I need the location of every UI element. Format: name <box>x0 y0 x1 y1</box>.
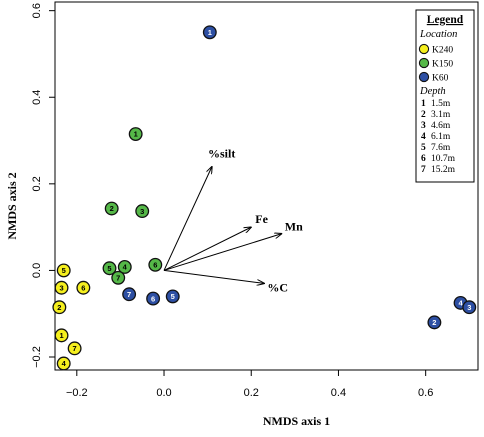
legend-depth-number: 5 <box>421 143 426 153</box>
vector-label: %C <box>267 280 288 294</box>
vector-arrow <box>163 234 282 271</box>
data-point <box>128 127 143 141</box>
legend-depth-text: 1.5m <box>431 99 451 109</box>
y-tick-label: 0.0 <box>31 263 43 278</box>
data-point <box>135 204 150 219</box>
point-label: 4 <box>123 263 128 272</box>
vector-label: Fe <box>255 212 268 226</box>
x-tick-label: 0.0 <box>156 387 171 399</box>
y-tick-label: 0.2 <box>31 176 43 191</box>
x-tick-label: 0.2 <box>244 387 259 399</box>
data-point <box>54 328 69 343</box>
data-point <box>146 291 161 306</box>
point-label: 6 <box>153 260 157 269</box>
data-point <box>56 356 71 371</box>
legend-depth-number: 7 <box>421 165 426 175</box>
point-label: 3 <box>140 207 144 216</box>
data-point <box>111 270 126 285</box>
vector-label: %silt <box>208 147 235 161</box>
legend-depth-text: 4.6m <box>431 121 451 131</box>
legend-depth-number: 2 <box>421 110 426 120</box>
data-point <box>148 257 163 272</box>
data-point <box>56 263 71 278</box>
data-point <box>202 25 217 40</box>
data-point <box>122 287 137 302</box>
data-point <box>54 280 69 295</box>
legend-depth-number: 4 <box>421 132 426 142</box>
point-label: 2 <box>432 318 436 327</box>
plot-frame <box>54 1 479 371</box>
legend-swatch <box>418 57 430 69</box>
point-label: 5 <box>107 264 111 273</box>
x-axis-title: NMDS axis 1 <box>263 414 330 428</box>
vector-arrow <box>163 167 212 271</box>
legend-depth-text: 7.6m <box>431 143 451 153</box>
data-point <box>165 289 180 304</box>
y-axis-title: NMDS axis 2 <box>5 172 19 239</box>
legend-depth-number: 1 <box>421 99 426 109</box>
legend-depth-text: 15.2m <box>431 165 456 175</box>
legend-swatch <box>418 43 430 55</box>
point-label: 5 <box>171 292 175 301</box>
legend-depth-number: 6 <box>421 154 426 164</box>
legend-depth-text: 6.1m <box>431 132 451 142</box>
legend-depth-heading: Depth <box>419 86 446 97</box>
point-label: 5 <box>62 266 66 275</box>
point-label: 4 <box>62 359 67 368</box>
legend-depth-number: 3 <box>421 121 426 131</box>
data-point <box>104 201 119 216</box>
y-tick-label: −0.2 <box>31 346 43 368</box>
data-point <box>76 280 91 295</box>
data-point <box>427 315 442 330</box>
legend-depth-text: 3.1m <box>431 110 451 120</box>
point-label: 6 <box>81 283 85 292</box>
data-point <box>462 300 477 315</box>
point-label: 7 <box>116 273 120 282</box>
legend-location-heading: Location <box>419 29 457 40</box>
x-tick-label: −0.2 <box>66 387 88 399</box>
legend-box <box>415 9 475 183</box>
legend-series-label: K240 <box>432 46 453 56</box>
point-label: 4 <box>458 299 463 308</box>
data-point <box>67 341 82 356</box>
point-label: 1 <box>208 28 212 37</box>
x-tick-label: 0.4 <box>331 387 346 399</box>
data-point <box>117 260 132 274</box>
point-label: 1 <box>59 331 63 340</box>
y-tick-label: 0.6 <box>31 3 43 18</box>
point-label: 2 <box>110 204 114 213</box>
point-label: 7 <box>73 344 77 353</box>
data-point <box>102 261 117 276</box>
point-label: 3 <box>467 303 471 312</box>
point-label: 7 <box>127 290 131 299</box>
legend-swatch <box>418 71 430 83</box>
x-tick-label: 0.6 <box>418 387 433 399</box>
legend-series-label: K60 <box>432 74 449 84</box>
y-tick-label: 0.4 <box>31 90 43 105</box>
legend-series-label: K150 <box>432 60 453 70</box>
vector-arrow <box>163 269 264 283</box>
data-point <box>52 300 67 315</box>
point-label: 6 <box>151 294 155 303</box>
legend-depth-text: 10.7m <box>431 154 456 164</box>
point-label: 3 <box>59 283 63 292</box>
point-label: 2 <box>57 303 61 312</box>
vector-arrow <box>163 227 251 271</box>
vector-label: Mn <box>285 220 303 234</box>
point-label: 1 <box>134 130 138 139</box>
legend-title: Legend <box>427 14 464 26</box>
